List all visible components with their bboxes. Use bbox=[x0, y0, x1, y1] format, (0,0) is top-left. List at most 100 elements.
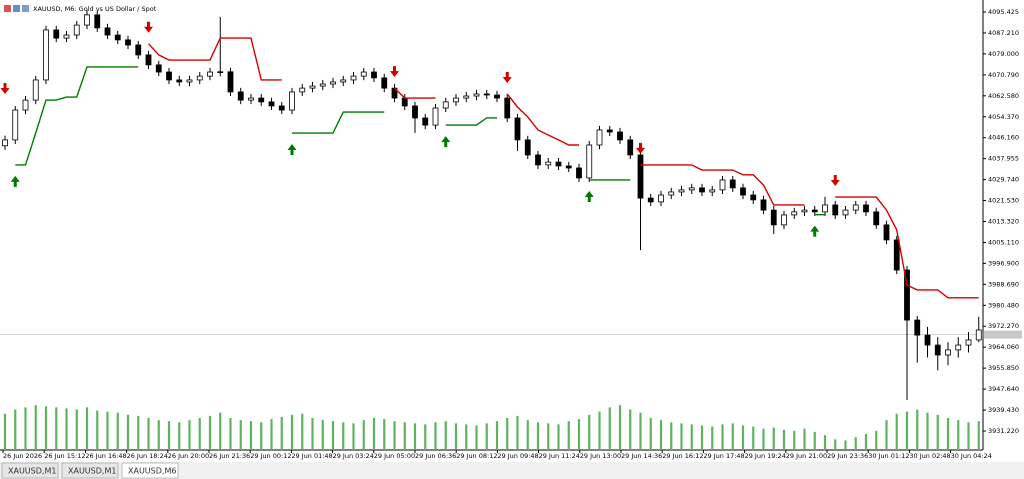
x-tick-label: 26 Jun 15:12 bbox=[44, 452, 85, 460]
candle-body bbox=[924, 334, 931, 346]
candle-body bbox=[453, 97, 459, 103]
candle-body bbox=[893, 239, 900, 271]
candle-body bbox=[94, 14, 101, 29]
candle-body bbox=[309, 85, 316, 89]
icon bbox=[13, 5, 20, 12]
signal-arrow bbox=[636, 142, 645, 154]
x-tick-label: 29 Jun 23:36 bbox=[827, 452, 868, 460]
candle-body bbox=[904, 269, 910, 321]
candle-body bbox=[822, 204, 828, 213]
candle-body bbox=[627, 139, 634, 156]
x-tick-label: 29 Jun 06:36 bbox=[415, 452, 456, 460]
y-tick-label: 4029.740 bbox=[988, 176, 1019, 184]
signal-arrow bbox=[830, 175, 840, 187]
signal-arrow bbox=[0, 82, 10, 94]
y-tick-label: 4054.370 bbox=[988, 113, 1019, 121]
candle-body bbox=[258, 97, 265, 103]
candle-body bbox=[699, 187, 705, 193]
candle-body bbox=[483, 93, 490, 96]
candle-body bbox=[842, 209, 849, 216]
candle-body bbox=[381, 77, 388, 89]
candle-body bbox=[114, 34, 121, 41]
tab-label[interactable]: XAUUSD,M1 bbox=[68, 467, 116, 476]
candle-body bbox=[248, 97, 254, 101]
candle-body bbox=[729, 179, 736, 189]
y-tick-label: 3964.060 bbox=[988, 343, 1019, 351]
x-tick-label: 30 Jun 04:24 bbox=[951, 452, 992, 460]
candle-body bbox=[227, 71, 234, 93]
candle-body bbox=[22, 99, 29, 111]
y-tick-label: 3955.850 bbox=[988, 364, 1019, 372]
candle-body bbox=[647, 197, 654, 203]
x-tick-label: 29 Jun 03:24 bbox=[333, 452, 374, 460]
y-tick-label: 4037.955 bbox=[988, 155, 1019, 163]
candle-body bbox=[473, 93, 480, 97]
y-tick-label: 4021.530 bbox=[988, 197, 1019, 205]
candle-body bbox=[576, 167, 582, 179]
candle-body bbox=[873, 211, 880, 226]
candle-body bbox=[545, 161, 552, 166]
candle-body bbox=[740, 187, 746, 196]
x-tick-label: 29 Jun 17:48 bbox=[703, 452, 744, 460]
candle-body bbox=[237, 91, 244, 101]
candle-body bbox=[883, 224, 890, 241]
candle-body bbox=[504, 97, 511, 119]
tab[interactable]: XAUUSD,M1 bbox=[61, 462, 119, 479]
x-tick-label: 29 Jun 11:24 bbox=[539, 452, 580, 460]
tab-background bbox=[121, 462, 179, 479]
candle-body bbox=[186, 79, 193, 83]
signal-arrow bbox=[810, 225, 820, 237]
candle-body bbox=[668, 191, 675, 196]
candle-body bbox=[565, 165, 572, 169]
tab-bar bbox=[0, 462, 1024, 479]
y-tick-label: 3988.690 bbox=[988, 280, 1019, 288]
candle-body bbox=[678, 189, 685, 193]
candle-body bbox=[750, 194, 757, 201]
y-tick-label: 3996.900 bbox=[988, 259, 1019, 267]
x-tick-label: 29 Jun 09:48 bbox=[497, 452, 538, 460]
x-tick-label: 30 Jun 01:12 bbox=[868, 452, 909, 460]
signal-arrow bbox=[584, 190, 594, 202]
icon bbox=[22, 5, 29, 12]
candle-body bbox=[217, 71, 224, 73]
x-tick-label: 29 Jun 21:00 bbox=[786, 452, 827, 460]
candle-body bbox=[207, 71, 213, 77]
signal-arrow bbox=[144, 21, 153, 33]
candle-body bbox=[555, 161, 562, 167]
x-tick-label: 30 Jun 02:48 bbox=[909, 452, 950, 460]
candle-body bbox=[606, 129, 613, 133]
y-tick-label: 4095.425 bbox=[988, 8, 1019, 16]
chart-title: XAUUSD, M6: Gold vs US Dollar / Spot bbox=[33, 5, 157, 13]
title-icons bbox=[4, 5, 29, 12]
candle-body bbox=[319, 83, 326, 87]
candle-body bbox=[658, 194, 664, 203]
candle-body bbox=[2, 139, 8, 147]
tab[interactable]: XAUUSD,M6 bbox=[121, 462, 179, 479]
candle-body bbox=[340, 79, 347, 83]
candle-body bbox=[770, 209, 777, 226]
candle-body bbox=[791, 211, 798, 216]
y-tick-label: 3972.270 bbox=[988, 322, 1019, 330]
y-tick-label: 4046.160 bbox=[988, 134, 1019, 142]
x-tick-label: 29 Jun 05:00 bbox=[374, 452, 415, 460]
candle-body bbox=[524, 139, 531, 156]
signal-arrow bbox=[502, 71, 512, 83]
candle-body bbox=[852, 204, 859, 211]
tab-label[interactable]: XAUUSD,M1 bbox=[8, 467, 56, 476]
candle-body bbox=[166, 71, 172, 81]
candle-body bbox=[268, 101, 275, 107]
candle-body bbox=[781, 214, 787, 226]
y-tick-label: 4005.110 bbox=[988, 238, 1019, 246]
tab-background bbox=[1, 462, 59, 479]
candle-body bbox=[401, 97, 408, 107]
tab[interactable]: XAUUSD,M1 bbox=[1, 462, 59, 479]
candle-body bbox=[709, 189, 716, 193]
tab-label[interactable]: XAUUSD,M6 bbox=[128, 467, 176, 476]
y-tick-label: 4062.580 bbox=[988, 92, 1019, 100]
candle-body bbox=[955, 344, 962, 351]
candle-body bbox=[760, 199, 767, 211]
candle-body bbox=[330, 81, 336, 85]
candle-body bbox=[104, 27, 111, 36]
candle-body bbox=[432, 107, 439, 126]
